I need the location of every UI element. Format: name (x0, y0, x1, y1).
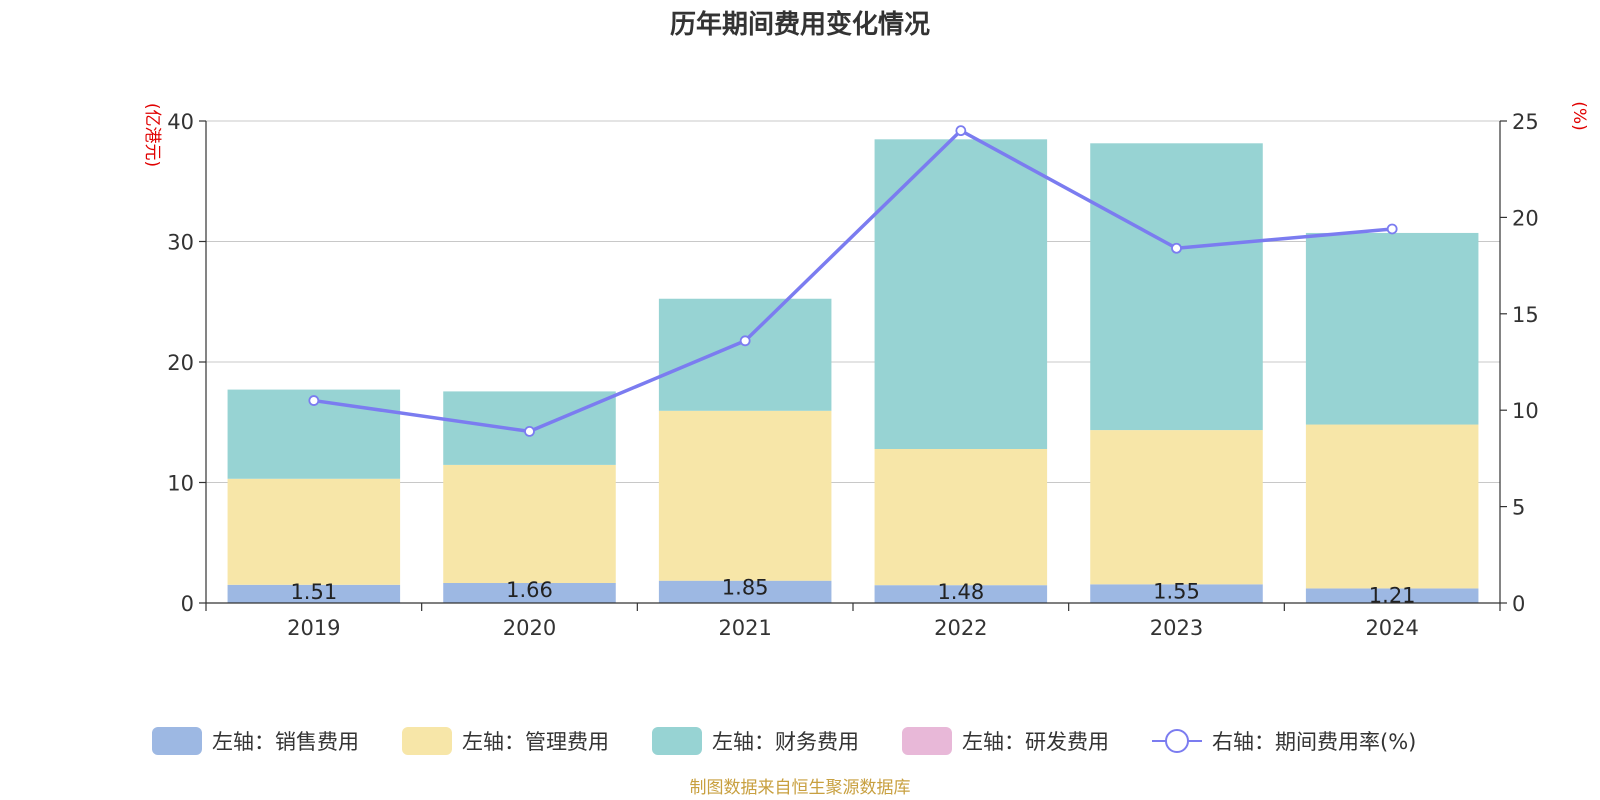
bar-finance (1090, 143, 1263, 431)
legend-swatch-finance (652, 727, 702, 755)
right-tick-label: 15 (1512, 303, 1539, 327)
bar-sales (658, 580, 832, 603)
data-labels: 1.51 1.66 1.85 1.48 1.55 1.21 (290, 576, 1415, 608)
rate-line-area (308, 125, 1398, 437)
bar-admin (1305, 424, 1479, 589)
bar-sales (874, 585, 1048, 603)
bar-sales (443, 582, 616, 603)
bar-admin (443, 464, 616, 583)
legend-swatch-marker (1165, 729, 1189, 753)
right-tick-label: 5 (1512, 496, 1525, 520)
bar-area (227, 139, 1479, 603)
axes: 0 10 20 30 40 0 5 10 15 20 25 2019 2020 2021 2022 2023 2… (167, 110, 1538, 640)
chart-title: 历年期间费用变化情况 (670, 9, 930, 40)
legend: 左轴：销售费用 左轴：管理费用 左轴：财务费用 左轴：研发费用 右轴：期间费用率(%) (152, 727, 1416, 755)
right-tick-label: 25 (1512, 110, 1539, 134)
right-tick-label: 10 (1512, 399, 1539, 423)
data-label-sales: 1.55 (1153, 579, 1200, 603)
data-label-sales: 1.48 (937, 580, 984, 604)
rate-point (955, 125, 967, 137)
left-tick-label: 40 (167, 110, 194, 134)
x-tick-label: 2021 (718, 616, 771, 640)
legend-label-admin: 左轴：管理费用 (462, 730, 609, 754)
bar-admin (1090, 430, 1263, 585)
data-label-sales: 1.21 (1369, 583, 1416, 607)
data-label-sales: 1.51 (290, 580, 337, 604)
left-tick-label: 20 (167, 351, 194, 375)
legend-label-rate: 右轴：期间费用率(%) (1212, 730, 1416, 754)
x-tick-label: 2020 (503, 616, 556, 640)
legend-label-rd: 左轴：研发费用 (962, 730, 1109, 754)
legend-label-sales: 左轴：销售费用 (212, 730, 359, 754)
bar-admin (874, 449, 1048, 586)
right-axis-unit: (%) (1569, 101, 1589, 130)
x-tick-label: 2023 (1150, 616, 1203, 640)
bar-finance (874, 139, 1048, 450)
legend-swatch-rd (902, 727, 952, 755)
bar-admin (227, 478, 401, 585)
left-tick-label: 10 (167, 472, 194, 496)
rate-point (1171, 242, 1182, 254)
x-tick-label: 2019 (287, 616, 340, 640)
source-note: 制图数据来自恒生聚源数据库 (690, 778, 911, 798)
rate-point (739, 335, 751, 347)
x-tick-label: 2024 (1365, 616, 1418, 640)
bar-finance (1305, 232, 1479, 425)
legend-label-finance: 左轴：财务费用 (712, 730, 859, 754)
data-label-sales: 1.85 (722, 576, 769, 600)
bar-sales (227, 584, 401, 603)
bar-finance (658, 298, 832, 411)
bar-admin (658, 410, 832, 581)
rate-line (313, 128, 1393, 434)
rate-point (1386, 223, 1398, 235)
gridlines (206, 120, 1500, 483)
bar-sales (1090, 584, 1263, 603)
left-tick-label: 30 (167, 231, 194, 255)
left-axis-unit: (亿港元) (142, 103, 162, 167)
bar-sales (1305, 588, 1479, 603)
right-tick-label: 0 (1512, 592, 1525, 616)
right-tick-label: 20 (1512, 206, 1539, 230)
legend-swatch-admin (402, 727, 452, 755)
x-tick-label: 2022 (934, 616, 987, 640)
legend-swatch-sales (152, 727, 202, 755)
rate-point (308, 395, 320, 406)
left-tick-label: 0 (181, 592, 194, 616)
rate-point (524, 426, 535, 437)
data-label-sales: 1.66 (506, 578, 553, 602)
